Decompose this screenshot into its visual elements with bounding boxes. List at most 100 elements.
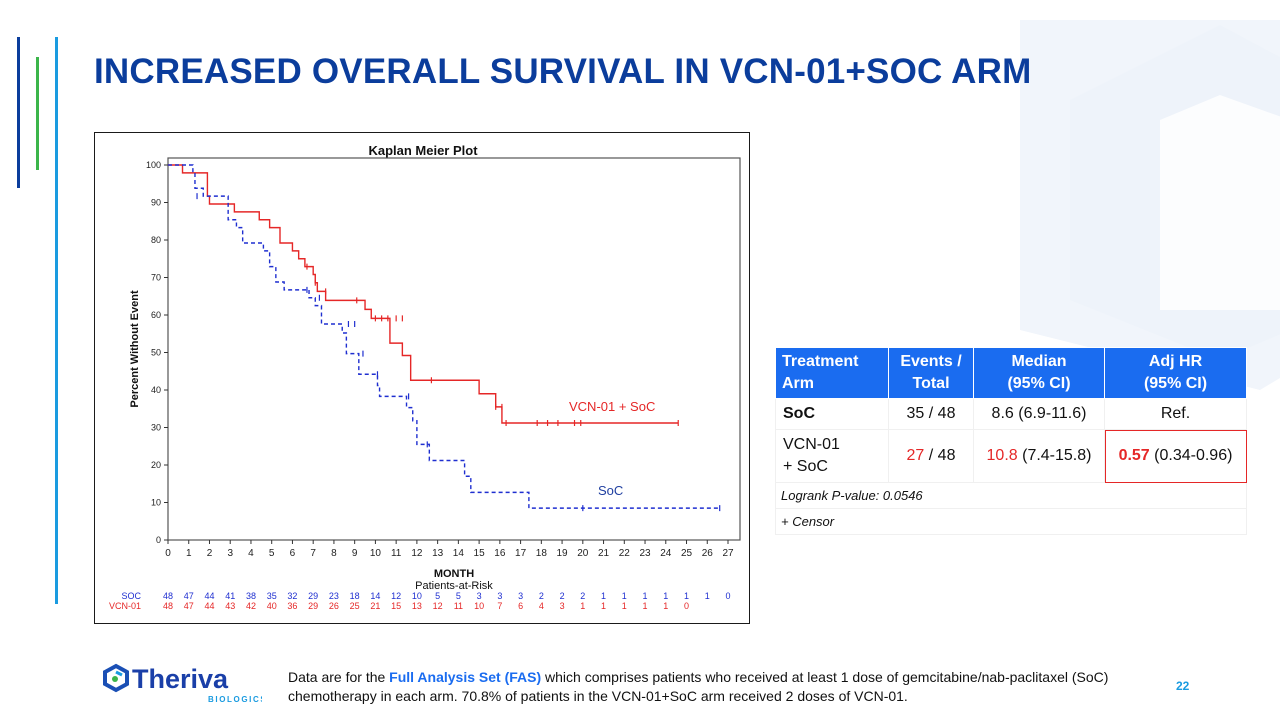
km-curves	[168, 164, 721, 512]
page-number: 22	[1176, 679, 1190, 693]
hr-soc: Ref.	[1104, 398, 1247, 430]
x-tick-label: 15	[474, 548, 486, 559]
x-tick-label: 23	[639, 548, 651, 559]
risk-row-label: VCN-01	[109, 601, 141, 611]
x-tick-label: 5	[269, 548, 275, 559]
censor-legend: + Censor	[775, 508, 1247, 535]
risk-table: SOC 48 47 44 41 38 35 32 29 23 18 14 12 10 5 5 3 3 3 2 2 2 1 1 1…	[109, 591, 731, 611]
risk-value: 4	[539, 601, 544, 611]
events-total-soc: 35 / 48	[888, 398, 974, 430]
risk-value: 5	[435, 591, 440, 601]
logo-hexagon-icon	[103, 663, 129, 693]
x-tick-label: 17	[515, 548, 527, 559]
risk-value: 13	[412, 601, 422, 611]
risk-value: 1	[622, 601, 627, 611]
risk-value: 36	[287, 601, 297, 611]
risk-value: 18	[350, 591, 360, 601]
risk-value: 48	[163, 591, 173, 601]
plot-area	[167, 157, 741, 541]
footnote: Data are for the Full Analysis Set (FAS)…	[288, 669, 1109, 704]
risk-value: 23	[329, 591, 339, 601]
series-label-vcn01: VCN-01 + SoC	[569, 399, 655, 414]
chart-title: Kaplan Meier Plot	[368, 143, 478, 158]
risk-value: 1	[663, 591, 668, 601]
risk-value: 35	[267, 591, 277, 601]
x-tick-label: 1	[186, 548, 192, 559]
risk-value: 48	[163, 601, 173, 611]
risk-value: 26	[329, 601, 339, 611]
y-tick-label: 80	[151, 235, 161, 245]
median-vcn01: 10.8 (7.4-15.8)	[973, 429, 1105, 483]
risk-value: 1	[684, 591, 689, 601]
risk-value: 21	[370, 601, 380, 611]
risk-value: 5	[456, 591, 461, 601]
risk-value: 41	[225, 591, 235, 601]
x-tick-label: 10	[370, 548, 382, 559]
logrank-row: Logrank P-value: 0.0546	[775, 482, 1247, 509]
header-treatment-arm: Treatment Arm	[775, 347, 889, 399]
x-tick-label: 4	[248, 548, 254, 559]
x-tick-label: 7	[310, 548, 316, 559]
risk-value: 7	[497, 601, 502, 611]
risk-value: 10	[474, 601, 484, 611]
events-total-vcn01: 27 / 48	[888, 429, 974, 483]
risk-value: 43	[225, 601, 235, 611]
censor-row: + Censor	[775, 508, 1247, 535]
y-tick-label: 50	[151, 348, 161, 358]
risk-value: 6	[518, 601, 523, 611]
logo-wordmark: Theriva	[132, 664, 229, 694]
risk-value: 1	[643, 591, 648, 601]
x-tick-label: 20	[577, 548, 589, 559]
theriva-logo: Theriva BIOLOGICS	[103, 663, 262, 704]
risk-value: 1	[601, 601, 606, 611]
x-tick-label: 0	[165, 548, 171, 559]
accent-line-green	[36, 57, 39, 170]
risk-value: 1	[705, 591, 710, 601]
x-tick-label: 14	[453, 548, 465, 559]
risk-value: 47	[184, 601, 194, 611]
header-events-total: Events / Total	[888, 347, 974, 399]
risk-value: 12	[433, 601, 443, 611]
y-axis-label: Percent Without Event	[129, 290, 141, 408]
y-axis: 0 10 20 30 40 50 60 70 80 90 100	[146, 160, 168, 545]
risk-value: 14	[370, 591, 380, 601]
risk-value: 3	[518, 591, 523, 601]
risk-value: 29	[308, 591, 318, 601]
km-curve-soc	[168, 164, 720, 509]
risk-row-label: SOC	[121, 591, 141, 601]
x-tick-label: 2	[207, 548, 213, 559]
km-chart: Kaplan Meier Plot 0102030405060708090100…	[109, 143, 741, 611]
risk-value: 1	[643, 601, 648, 611]
y-tick-label: 60	[151, 310, 161, 320]
x-tick-label: 6	[290, 548, 296, 559]
x-tick-label: 22	[619, 548, 631, 559]
y-tick-label: 40	[151, 385, 161, 395]
risk-value: 2	[580, 591, 585, 601]
slide-title: INCREASED OVERALL SURVIVAL IN VCN-01+SOC…	[94, 52, 1032, 91]
x-tick-label: 27	[722, 548, 734, 559]
y-tick-label: 70	[151, 273, 161, 283]
risk-value: 25	[350, 601, 360, 611]
risk-value: 38	[246, 591, 256, 601]
y-tick-label: 20	[151, 460, 161, 470]
y-tick-label: 100	[146, 160, 161, 170]
x-tick-label: 21	[598, 548, 610, 559]
x-tick-label: 3	[227, 548, 233, 559]
risk-value: 12	[391, 591, 401, 601]
risk-value: 42	[246, 601, 256, 611]
x-tick-label: 11	[391, 548, 402, 559]
risk-value: 11	[454, 601, 463, 611]
risk-value: 3	[497, 591, 502, 601]
risk-value: 1	[601, 591, 606, 601]
x-tick-label: 12	[411, 548, 423, 559]
risk-value: 15	[391, 601, 401, 611]
risk-value: 1	[580, 601, 585, 611]
risk-value: 47	[184, 591, 194, 601]
series-label-soc: SoC	[598, 483, 623, 498]
x-axis-label: MONTH	[434, 568, 474, 580]
risk-value: 44	[204, 601, 214, 611]
risk-value: 32	[287, 591, 297, 601]
x-tick-label: 19	[557, 548, 569, 559]
km-chart-frame: Kaplan Meier Plot 0 10 20 30 40 50 60 70 80 90 100…	[94, 132, 750, 624]
background-hexagon-watermark	[1020, 20, 1280, 390]
